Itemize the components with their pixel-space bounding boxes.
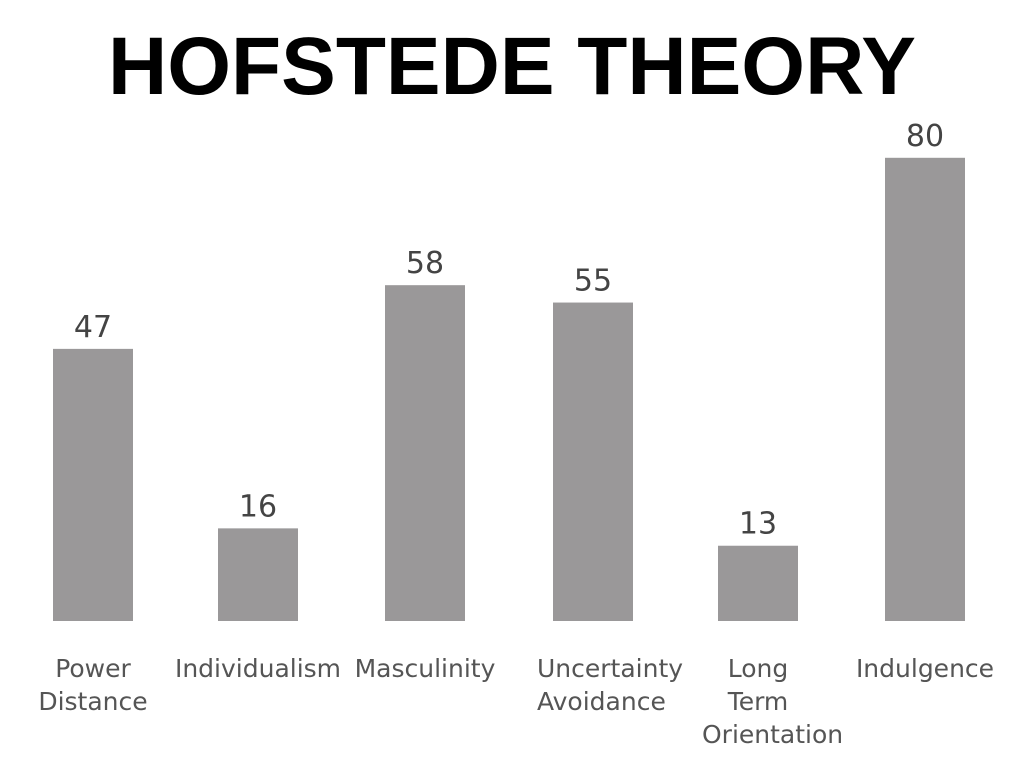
category-label: Indulgence [855, 654, 995, 683]
value-label: 58 [406, 246, 444, 281]
bar [53, 348, 133, 621]
value-label: 55 [574, 264, 612, 299]
bar [218, 528, 298, 621]
chart-title: HOFSTEDE THEORY [108, 21, 916, 112]
bar [385, 285, 465, 621]
bar [718, 545, 798, 621]
category-label: Individualism [174, 654, 342, 683]
category-label: Uncertainty Avoidance [537, 654, 684, 716]
value-label: 13 [739, 507, 777, 542]
value-label: 47 [74, 310, 112, 345]
value-label: 16 [239, 489, 277, 524]
bar [553, 302, 633, 621]
category-label: Masculinity [354, 654, 496, 683]
category-label: Long Term Orientation [702, 654, 844, 749]
category-label: Power Distance [38, 654, 148, 716]
bar [885, 157, 965, 622]
value-label: 80 [906, 119, 944, 154]
